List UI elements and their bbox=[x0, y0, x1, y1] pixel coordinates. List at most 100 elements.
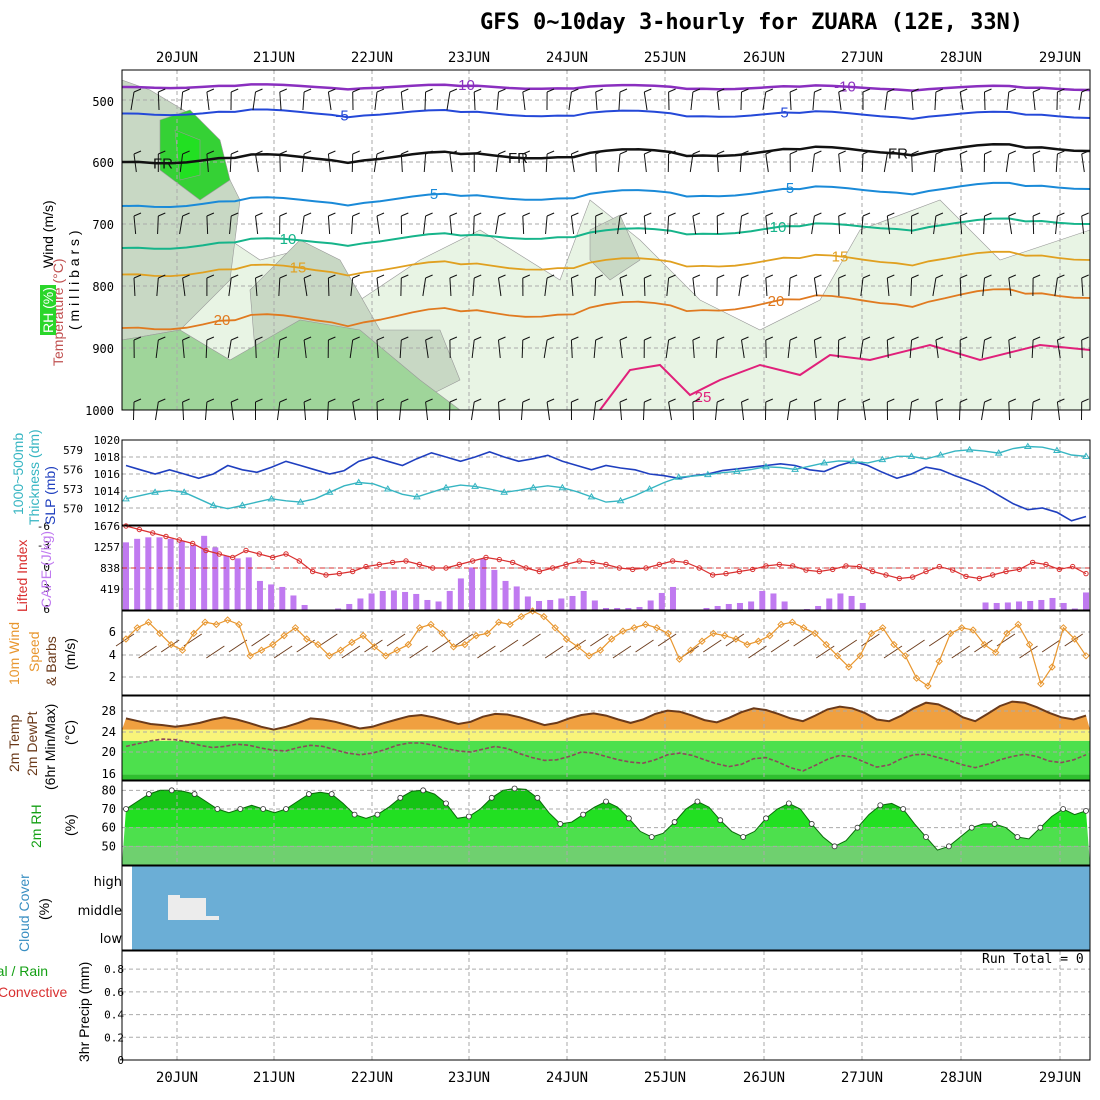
wind-barb-flag bbox=[401, 398, 409, 403]
cape-bar bbox=[379, 590, 386, 610]
wind-barb bbox=[498, 339, 501, 359]
thickness-tick: 573 bbox=[63, 483, 83, 496]
isotherm-label: 10 bbox=[280, 231, 297, 248]
date-label-bottom: 28JUN bbox=[940, 1070, 982, 1086]
wind-speed-point bbox=[404, 640, 413, 649]
cape-bar bbox=[256, 580, 263, 610]
rh-point bbox=[283, 806, 289, 812]
wind-barb bbox=[959, 91, 964, 111]
wind-barb bbox=[1081, 215, 1085, 235]
lifted-point bbox=[1029, 559, 1036, 566]
lifted-point bbox=[789, 563, 796, 569]
wind-barb-flag bbox=[133, 274, 142, 279]
isotherm-label: 10 bbox=[770, 219, 787, 236]
wind-barb-flag bbox=[789, 274, 798, 279]
wind-barb-flag bbox=[255, 274, 263, 279]
wind-barb-flag bbox=[376, 398, 385, 403]
wind-barb-flag bbox=[765, 150, 773, 155]
wind-barb bbox=[1055, 153, 1058, 173]
wind-barb-flag bbox=[911, 274, 919, 279]
wind-barb bbox=[1008, 401, 1011, 421]
temp-tick: 28 bbox=[102, 704, 116, 718]
wind-barb-flag bbox=[206, 150, 215, 155]
wind-barb bbox=[933, 153, 937, 173]
cape-bar bbox=[480, 558, 487, 610]
surface-wind-barb bbox=[951, 645, 971, 659]
slp-tick: 1012 bbox=[94, 502, 121, 515]
wind-barb-flag bbox=[644, 274, 652, 279]
cape-bar bbox=[636, 606, 643, 610]
cape-bar bbox=[178, 541, 185, 610]
wind-barb bbox=[741, 401, 745, 421]
date-label-top: 20JUN bbox=[156, 50, 198, 66]
wind-barb-flag bbox=[571, 398, 579, 403]
wind-barb-flag bbox=[255, 88, 263, 93]
rh2-label: 2m RH bbox=[28, 804, 44, 848]
wind-speed-point bbox=[1003, 629, 1011, 638]
date-label-bottom: 25JUN bbox=[644, 1070, 686, 1086]
surface-wind-barb bbox=[386, 633, 406, 647]
wind-barb-flag bbox=[668, 336, 676, 341]
surface-wind-barb bbox=[1041, 639, 1061, 653]
wind-barb-flag bbox=[328, 336, 336, 341]
thickness-point bbox=[529, 483, 538, 491]
wind-barb-flag bbox=[255, 150, 263, 155]
lifted-point bbox=[989, 572, 996, 578]
lifted-tick: 6 bbox=[43, 603, 50, 616]
precip-tick: 0.6 bbox=[104, 986, 124, 999]
lifted-point bbox=[376, 561, 383, 568]
cape-bar bbox=[424, 599, 431, 610]
wind-barb bbox=[739, 153, 742, 173]
wind10-panel bbox=[121, 610, 1091, 696]
wind-barb-flag bbox=[644, 212, 652, 217]
wind-barb-flag bbox=[984, 336, 992, 341]
wind-barb-flag bbox=[595, 398, 603, 403]
wind-barb bbox=[255, 277, 258, 297]
lifted-point bbox=[189, 540, 196, 547]
lifted-point bbox=[909, 574, 916, 580]
wind-barb-flag bbox=[1057, 150, 1065, 155]
wind-barb-flag bbox=[668, 212, 676, 217]
wind-barb-flag bbox=[474, 88, 482, 93]
wind-barb-flag bbox=[182, 336, 190, 341]
wind-barb bbox=[984, 91, 986, 111]
surface-wind-barb bbox=[725, 633, 745, 647]
wind-barb-flag bbox=[279, 150, 287, 155]
wind-barb-flag bbox=[376, 274, 385, 279]
wind-barb-flag bbox=[814, 150, 822, 155]
lifted-point bbox=[536, 568, 543, 575]
cape-bar bbox=[167, 538, 174, 610]
wind-barb bbox=[812, 91, 815, 111]
wind-speed-point bbox=[833, 652, 842, 660]
rh-point bbox=[557, 821, 564, 827]
wind-barb bbox=[909, 339, 913, 359]
rh-point bbox=[991, 821, 998, 827]
wind-barb bbox=[981, 401, 985, 421]
wind-barb bbox=[861, 215, 864, 235]
wind-barb bbox=[1032, 215, 1035, 235]
precip-tick: 0.4 bbox=[104, 1009, 124, 1022]
cape-bar bbox=[457, 578, 464, 610]
cape-bar bbox=[301, 604, 308, 610]
wind-barb bbox=[813, 277, 818, 297]
wind-barb bbox=[886, 215, 891, 235]
wind-barb-flag bbox=[425, 212, 433, 217]
lifted-point bbox=[629, 566, 636, 573]
slp-tick: 1020 bbox=[94, 434, 121, 447]
wind-barb-flag bbox=[935, 212, 944, 217]
wind-speed-point bbox=[630, 624, 638, 632]
wind-barb-flag bbox=[765, 274, 773, 279]
cape-bar bbox=[993, 602, 1000, 610]
surface-wind-barb bbox=[138, 645, 157, 659]
surface-wind-barb bbox=[838, 639, 858, 653]
lifted-point bbox=[616, 565, 623, 571]
wind-barb-flag bbox=[401, 336, 409, 341]
wind-barb-flag bbox=[474, 398, 482, 403]
thickness-point bbox=[616, 496, 625, 504]
wind-barb-flag bbox=[960, 274, 968, 279]
lifted-point bbox=[443, 565, 449, 571]
wind-barb bbox=[352, 401, 357, 421]
wind-barb bbox=[619, 277, 624, 297]
wind-barb-flag bbox=[644, 336, 652, 341]
wind-barb bbox=[400, 91, 404, 111]
